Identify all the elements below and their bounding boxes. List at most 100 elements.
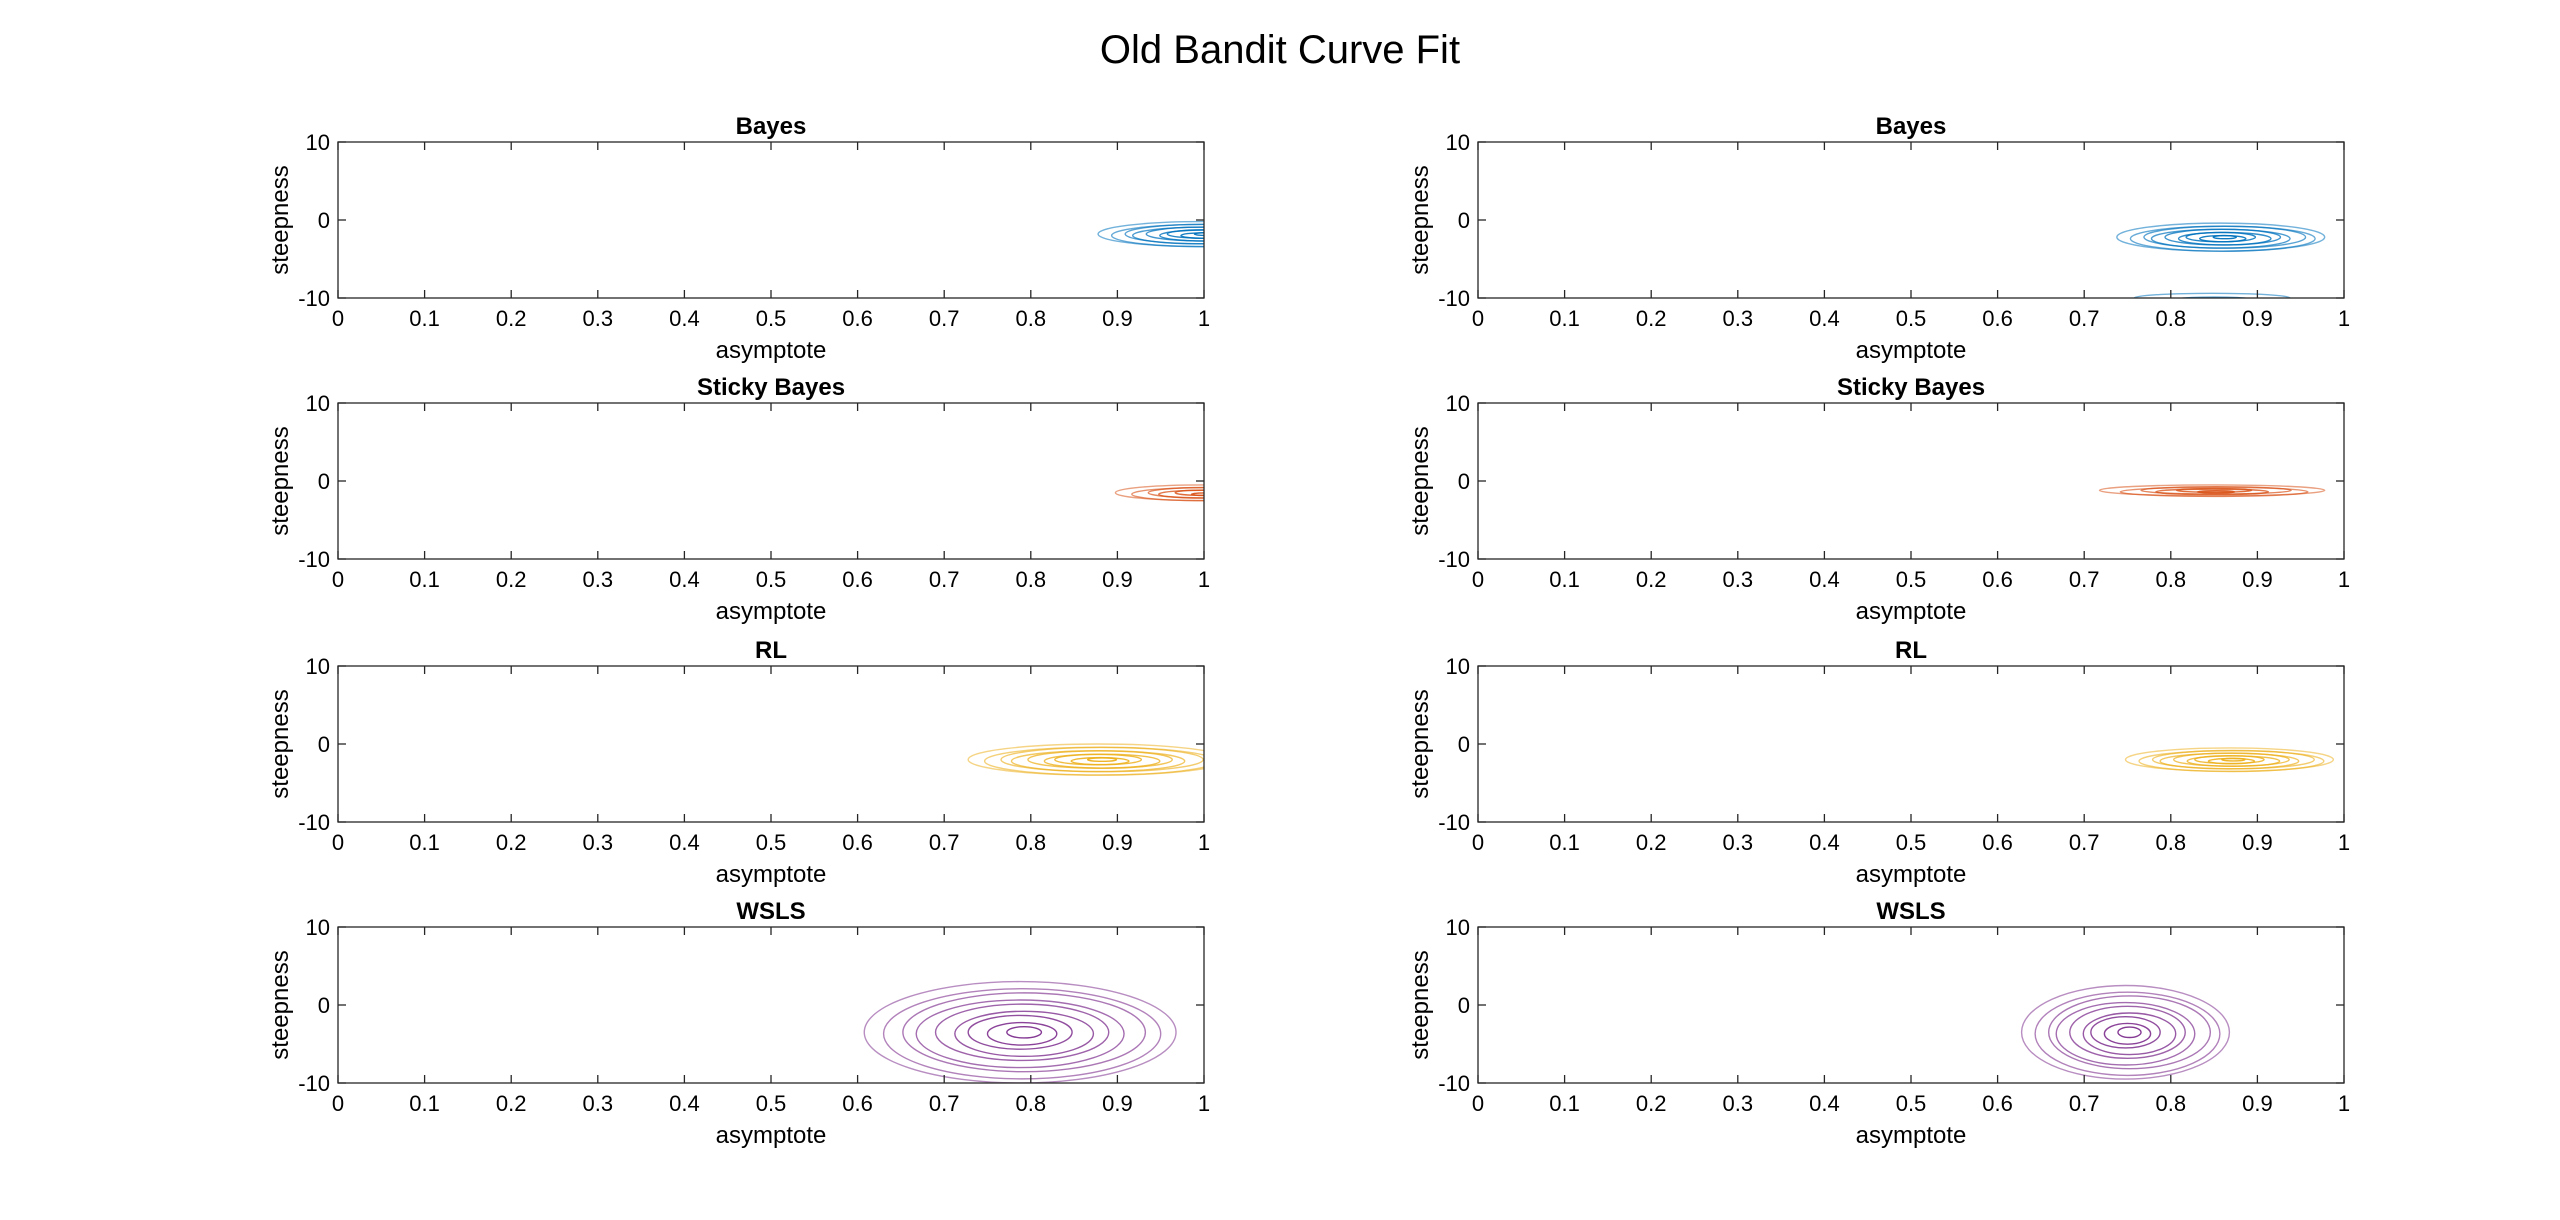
y-tick-label: 0 xyxy=(318,208,330,233)
contour-line xyxy=(1006,1025,1043,1039)
x-tick-label: 0.2 xyxy=(1636,1091,1667,1116)
x-tick-label: 0 xyxy=(1472,1091,1484,1116)
x-tick-label: 0.3 xyxy=(1723,567,1754,592)
contour-line xyxy=(2117,1026,2142,1039)
contour-line xyxy=(1086,757,1118,763)
x-tick-label: 0.6 xyxy=(1982,830,2013,855)
contour-line xyxy=(1131,487,1204,502)
x-axis-label: asymptote xyxy=(716,598,827,625)
x-tick-label: 0.4 xyxy=(669,1091,700,1116)
contour-group xyxy=(2124,747,2335,773)
x-tick-label: 0 xyxy=(1472,830,1484,855)
x-tick-label: 0 xyxy=(1472,306,1484,331)
y-tick-label: 10 xyxy=(1446,654,1470,679)
x-tick-label: 0.9 xyxy=(1102,567,1133,592)
subplot-title: Sticky Bayes xyxy=(697,374,845,401)
x-tick-label: 0.6 xyxy=(842,1091,873,1116)
y-tick-label: -10 xyxy=(1438,547,1470,572)
x-tick-label: 0.2 xyxy=(496,1091,527,1116)
y-tick-label: 0 xyxy=(1458,732,1470,757)
contour-line xyxy=(2177,296,2251,298)
axes-box xyxy=(1477,665,2345,823)
x-axis-label: asymptote xyxy=(716,337,827,364)
axes-box xyxy=(1477,402,2345,560)
x-tick-label: 0.9 xyxy=(1102,1091,1133,1116)
y-tick-label: 10 xyxy=(1446,391,1470,416)
axes-box xyxy=(1477,926,2345,1084)
y-tick-label: 0 xyxy=(1458,993,1470,1018)
y-axis-label: steepness xyxy=(1407,950,1434,1059)
contour-line xyxy=(954,1010,1095,1058)
x-tick-label: 0.2 xyxy=(496,830,527,855)
y-tick-label: 0 xyxy=(318,469,330,494)
x-tick-label: 0.2 xyxy=(1636,567,1667,592)
y-tick-label: 10 xyxy=(1446,130,1470,155)
contour-line xyxy=(2133,292,2291,298)
x-tick-label: 0.6 xyxy=(1982,567,2013,592)
subplot-7: 0 0.1 0.2 0.3 0.4 0.5 0.6 0.7 0.8 0.9 1100-10WSLSa… xyxy=(267,898,1210,1149)
x-tick-label: 0.4 xyxy=(1809,830,1840,855)
x-tick-label: 0.3 xyxy=(583,567,614,592)
x-tick-label: 0.5 xyxy=(756,567,787,592)
contour-group xyxy=(1097,220,1204,248)
contour-line xyxy=(2103,1022,2152,1045)
x-tick-label: 0.5 xyxy=(1896,1091,1927,1116)
subplot-title: WSLS xyxy=(736,898,805,925)
x-tick-label: 0.5 xyxy=(756,830,787,855)
x-tick-label: 0.2 xyxy=(1636,830,1667,855)
x-axis-label: asymptote xyxy=(1856,337,1967,364)
x-tick-label: 0.8 xyxy=(2156,306,2187,331)
contour-group xyxy=(863,980,1177,1083)
x-tick-label: 0.2 xyxy=(496,306,527,331)
contour-line xyxy=(1147,486,1204,499)
y-tick-label: -10 xyxy=(298,810,330,835)
contour-line xyxy=(1193,231,1204,237)
axes-box xyxy=(337,402,1205,560)
contour-line xyxy=(2090,1016,2161,1049)
x-tick-label: 0.6 xyxy=(842,830,873,855)
subplot-title: Bayes xyxy=(736,113,807,140)
contour-line xyxy=(986,1021,1058,1046)
x-tick-label: 0.3 xyxy=(1723,830,1754,855)
x-tick-label: 0.3 xyxy=(583,306,614,331)
contour-line xyxy=(2196,489,2236,494)
subplot-2: 0 0.1 0.2 0.3 0.4 0.5 0.6 0.7 0.8 0.9 1100-10Bayes… xyxy=(1407,113,2350,364)
contour-line xyxy=(2082,1012,2177,1056)
y-tick-label: 10 xyxy=(306,654,330,679)
contour-line xyxy=(934,1003,1110,1062)
y-tick-label: -10 xyxy=(298,286,330,311)
contour-group xyxy=(967,743,1204,776)
x-tick-label: 1 xyxy=(2338,306,2350,331)
contour-line xyxy=(1158,489,1204,499)
x-tick-label: 0.7 xyxy=(929,1091,960,1116)
y-tick-label: 0 xyxy=(318,732,330,757)
contour-line xyxy=(882,988,1162,1080)
contour-line xyxy=(902,992,1147,1073)
x-tick-label: 0.4 xyxy=(669,567,700,592)
x-tick-label: 0.9 xyxy=(2242,306,2273,331)
x-tick-label: 0.4 xyxy=(1809,306,1840,331)
x-tick-label: 0.1 xyxy=(1549,830,1580,855)
x-tick-label: 0.2 xyxy=(496,567,527,592)
contour-line xyxy=(863,980,1177,1083)
y-tick-label: -10 xyxy=(1438,1071,1470,1096)
x-tick-label: 0.1 xyxy=(409,1091,440,1116)
x-tick-label: 0.9 xyxy=(1102,830,1133,855)
x-tick-label: 0.1 xyxy=(409,306,440,331)
contour-line xyxy=(967,1014,1073,1050)
contour-line xyxy=(1166,229,1204,239)
x-tick-label: 0.7 xyxy=(2069,830,2100,855)
y-axis-label: steepness xyxy=(267,165,294,274)
x-tick-label: 0.2 xyxy=(1636,306,1667,331)
x-tick-label: 0.7 xyxy=(2069,306,2100,331)
contour-group xyxy=(2116,222,2326,298)
y-tick-label: 10 xyxy=(1446,915,1470,940)
x-axis-label: asymptote xyxy=(1856,861,1967,888)
y-tick-label: 10 xyxy=(306,915,330,940)
x-axis-label: asymptote xyxy=(716,861,827,888)
x-tick-label: 0.6 xyxy=(1982,1091,2013,1116)
contour-line xyxy=(2212,234,2238,240)
contour-line xyxy=(2221,757,2246,762)
y-tick-label: 0 xyxy=(318,993,330,1018)
